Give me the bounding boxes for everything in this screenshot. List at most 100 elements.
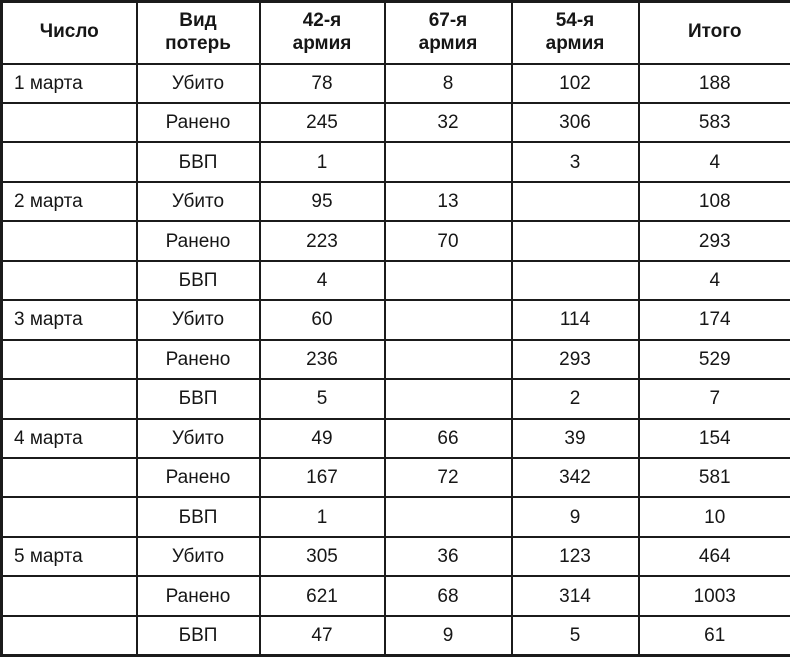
cell-army-67 [383, 378, 513, 420]
cell-army-54 [510, 259, 640, 302]
cell-army-42: 1 [258, 496, 386, 538]
cell-army-42: 47 [258, 614, 386, 657]
header-total: Итого [637, 0, 790, 65]
cell-army-67 [383, 299, 513, 341]
cell-army-67: 70 [383, 220, 513, 262]
cell-date: 3 марта [0, 299, 138, 341]
table-row: БВП 4 4 [0, 259, 790, 302]
header-date: Число [0, 0, 138, 65]
cell-date: 5 марта [0, 535, 138, 578]
header-army-54: 54-я армия [510, 0, 640, 65]
cell-army-67: 9 [383, 614, 513, 657]
cell-army-42: 60 [258, 299, 386, 341]
cell-loss-type: Ранено [135, 220, 261, 262]
cell-date [0, 457, 138, 499]
cell-date [0, 496, 138, 538]
table-row: Ранено 621 68 314 1003 [0, 575, 790, 617]
cell-total: 529 [637, 338, 790, 381]
cell-total: 583 [637, 101, 790, 144]
cell-date [0, 575, 138, 617]
table-row: 1 марта Убито 78 8 102 188 [0, 62, 790, 104]
table-row: Ранено 236 293 529 [0, 338, 790, 381]
cell-total: 188 [637, 62, 790, 104]
cell-army-54: 293 [510, 338, 640, 381]
cell-army-42: 223 [258, 220, 386, 262]
cell-loss-type: БВП [135, 378, 261, 420]
table-row: Ранено 223 70 293 [0, 220, 790, 262]
cell-army-67: 36 [383, 535, 513, 578]
cell-army-54: 342 [510, 457, 640, 499]
cell-army-42: 5 [258, 378, 386, 420]
cell-loss-type: БВП [135, 614, 261, 657]
cell-loss-type: Убито [135, 299, 261, 341]
cell-army-54 [510, 180, 640, 223]
cell-date: 4 марта [0, 417, 138, 460]
cell-date: 1 марта [0, 62, 138, 104]
cell-army-67 [383, 141, 513, 183]
cell-loss-type: БВП [135, 141, 261, 183]
cell-date: 2 марта [0, 180, 138, 223]
cell-army-67 [383, 496, 513, 538]
cell-army-54: 39 [510, 417, 640, 460]
cell-loss-type: Ранено [135, 101, 261, 144]
table-row: БВП 5 2 7 [0, 378, 790, 420]
cell-loss-type: Убито [135, 417, 261, 460]
cell-date [0, 101, 138, 144]
table-row: БВП 47 9 5 61 [0, 614, 790, 657]
cell-army-42: 621 [258, 575, 386, 617]
cell-army-42: 78 [258, 62, 386, 104]
cell-army-54 [510, 220, 640, 262]
cell-loss-type: Убито [135, 180, 261, 223]
cell-army-54: 2 [510, 378, 640, 420]
cell-total: 7 [637, 378, 790, 420]
cell-army-54: 306 [510, 101, 640, 144]
cell-date [0, 220, 138, 262]
cell-army-54: 9 [510, 496, 640, 538]
cell-loss-type: Ранено [135, 575, 261, 617]
cell-army-54: 102 [510, 62, 640, 104]
cell-army-67 [383, 338, 513, 381]
cell-army-42: 245 [258, 101, 386, 144]
table-row: 5 марта Убито 305 36 123 464 [0, 535, 790, 578]
cell-army-42: 1 [258, 141, 386, 183]
cell-army-67: 72 [383, 457, 513, 499]
cell-date [0, 141, 138, 183]
cell-army-67: 66 [383, 417, 513, 460]
cell-army-42: 167 [258, 457, 386, 499]
cell-loss-type: Убито [135, 62, 261, 104]
cell-date [0, 614, 138, 657]
header-army-67: 67-я армия [383, 0, 513, 65]
table-row: БВП 1 3 4 [0, 141, 790, 183]
table-row: БВП 1 9 10 [0, 496, 790, 538]
cell-total: 10 [637, 496, 790, 538]
cell-total: 108 [637, 180, 790, 223]
table-row: Ранено 167 72 342 581 [0, 457, 790, 499]
cell-army-67: 13 [383, 180, 513, 223]
table-row: 4 марта Убито 49 66 39 154 [0, 417, 790, 460]
table-row: 3 марта Убито 60 114 174 [0, 299, 790, 341]
cell-army-42: 95 [258, 180, 386, 223]
cell-total: 1003 [637, 575, 790, 617]
cell-army-42: 49 [258, 417, 386, 460]
cell-army-67 [383, 259, 513, 302]
header-loss-type: Вид потерь [135, 0, 261, 65]
cell-date [0, 259, 138, 302]
cell-total: 4 [637, 141, 790, 183]
cell-total: 464 [637, 535, 790, 578]
cell-army-67: 8 [383, 62, 513, 104]
cell-army-42: 236 [258, 338, 386, 381]
cell-loss-type: Ранено [135, 338, 261, 381]
cell-army-54: 114 [510, 299, 640, 341]
cell-total: 174 [637, 299, 790, 341]
cell-army-54: 5 [510, 614, 640, 657]
cell-total: 581 [637, 457, 790, 499]
cell-total: 293 [637, 220, 790, 262]
cell-loss-type: Убито [135, 535, 261, 578]
cell-army-67: 68 [383, 575, 513, 617]
cell-loss-type: Ранено [135, 457, 261, 499]
cell-date [0, 338, 138, 381]
cell-army-54: 314 [510, 575, 640, 617]
cell-total: 4 [637, 259, 790, 302]
